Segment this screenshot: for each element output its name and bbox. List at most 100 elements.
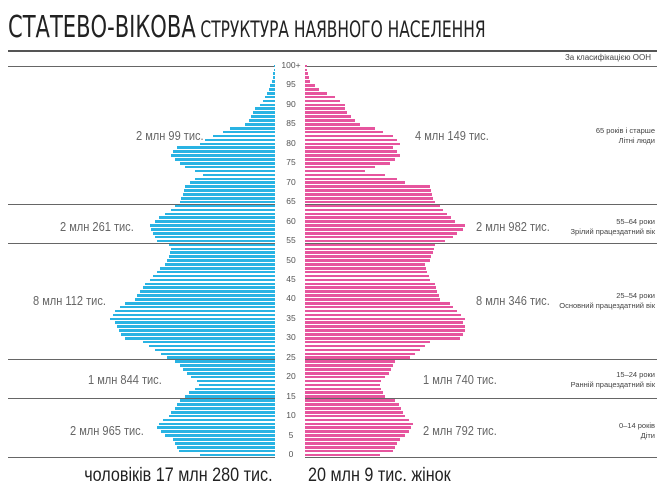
female-bar bbox=[305, 383, 380, 387]
male-bar bbox=[160, 266, 275, 270]
female-group-total: 2 млн 982 тис. bbox=[476, 219, 550, 234]
male-bar bbox=[180, 161, 275, 165]
female-bar bbox=[305, 103, 345, 107]
male-group-total: 2 млн 965 тис. bbox=[70, 423, 144, 438]
male-bar bbox=[195, 387, 275, 391]
female-bar bbox=[305, 84, 315, 87]
male-bar bbox=[274, 64, 275, 68]
female-bar bbox=[305, 348, 420, 352]
female-bar bbox=[305, 442, 397, 445]
male-bar bbox=[153, 231, 275, 235]
male-bar bbox=[140, 290, 275, 293]
female-bar bbox=[305, 247, 434, 251]
female-bar bbox=[305, 329, 465, 332]
female-bar bbox=[305, 301, 450, 305]
female-bar bbox=[305, 146, 393, 149]
female-bar bbox=[305, 200, 435, 204]
female-bar bbox=[305, 91, 327, 95]
male-bar bbox=[157, 270, 275, 274]
female-bar bbox=[305, 196, 433, 200]
male-bar bbox=[177, 146, 275, 149]
age-tick-label: 20 bbox=[286, 371, 296, 382]
female-bar bbox=[305, 317, 465, 321]
age-tick-label: 75 bbox=[286, 157, 296, 168]
female-total-value: 20 млн 9 тис. bbox=[308, 465, 407, 486]
male-bar bbox=[177, 445, 275, 449]
male-bar bbox=[150, 278, 275, 282]
male-bar bbox=[155, 348, 275, 352]
female-bar bbox=[305, 134, 393, 138]
male-bar bbox=[200, 142, 275, 146]
male-bar bbox=[255, 107, 275, 111]
female-bar bbox=[305, 228, 463, 231]
group-divider-right bbox=[305, 456, 657, 458]
group-divider-left bbox=[8, 398, 275, 400]
female-bar bbox=[305, 243, 435, 247]
female-bar bbox=[305, 422, 413, 426]
female-bar bbox=[305, 453, 380, 457]
age-group-name: Основний працездатний вік bbox=[559, 301, 655, 310]
age-group-name: Ранній працездатний вік bbox=[570, 380, 655, 389]
age-group-range: 65 років і старше bbox=[595, 126, 655, 135]
male-bar bbox=[155, 235, 275, 239]
male-bar bbox=[125, 337, 275, 340]
male-bar bbox=[185, 165, 275, 169]
male-bar bbox=[203, 173, 275, 177]
male-bar bbox=[190, 181, 275, 184]
male-total-label: чоловіків bbox=[84, 465, 152, 486]
classification-note: За класифікацією ООН bbox=[564, 53, 651, 62]
female-group-total: 8 млн 346 тис. bbox=[476, 293, 550, 308]
female-bar bbox=[305, 294, 439, 297]
page-title: СТАТЕВО-ВІКОВА СТРУКТУРА НАЯВНОГО НАСЕЛЕН… bbox=[8, 10, 486, 45]
male-bar bbox=[177, 403, 275, 406]
age-tick-label: 90 bbox=[286, 98, 296, 109]
male-bar bbox=[161, 352, 275, 356]
male-group-total: 1 млн 844 тис. bbox=[88, 372, 162, 387]
age-group-range: 25–54 роки bbox=[616, 291, 655, 300]
male-bar bbox=[165, 263, 275, 266]
female-bar bbox=[305, 119, 355, 122]
male-bar bbox=[269, 88, 275, 91]
age-group-name: Діти bbox=[640, 431, 655, 440]
age-tick-label: 10 bbox=[286, 410, 296, 421]
male-bar bbox=[175, 407, 275, 410]
male-bar bbox=[151, 228, 275, 231]
male-bar bbox=[253, 111, 275, 114]
age-tick-label: 5 bbox=[288, 429, 294, 440]
female-bar bbox=[305, 138, 397, 142]
female-bar bbox=[305, 80, 310, 83]
male-bar bbox=[159, 422, 275, 426]
female-bar bbox=[305, 407, 401, 410]
male-bar bbox=[260, 103, 275, 107]
male-bar bbox=[169, 414, 275, 418]
female-bar bbox=[305, 235, 453, 239]
female-bar bbox=[305, 107, 345, 111]
female-bar bbox=[305, 364, 393, 367]
male-bar bbox=[185, 395, 275, 398]
male-bar bbox=[181, 196, 275, 200]
male-group-total: 8 млн 112 тис. bbox=[33, 293, 106, 308]
male-bar bbox=[230, 126, 275, 130]
male-bar bbox=[199, 383, 275, 387]
female-bar bbox=[305, 356, 410, 360]
female-bar bbox=[305, 189, 431, 192]
female-bar bbox=[305, 212, 447, 216]
female-bar bbox=[305, 255, 431, 258]
female-total-label: жінок bbox=[411, 465, 451, 486]
female-bar bbox=[305, 321, 463, 325]
male-total-value: 17 млн 280 тис. bbox=[156, 465, 273, 486]
male-bar bbox=[115, 321, 275, 325]
female-bar bbox=[305, 445, 395, 449]
female-bar bbox=[305, 181, 405, 184]
age-group-category: 0–14 років Діти bbox=[619, 421, 655, 441]
female-bar bbox=[305, 430, 409, 433]
female-bar bbox=[305, 434, 405, 437]
male-bar bbox=[117, 325, 275, 328]
female-bar bbox=[305, 360, 395, 363]
age-tick-label: 60 bbox=[286, 215, 296, 226]
male-group-total: 2 млн 261 тис. bbox=[60, 219, 134, 234]
male-bar bbox=[270, 84, 275, 87]
male-bar bbox=[175, 360, 275, 363]
male-bar bbox=[175, 158, 275, 161]
male-bar bbox=[170, 251, 275, 254]
